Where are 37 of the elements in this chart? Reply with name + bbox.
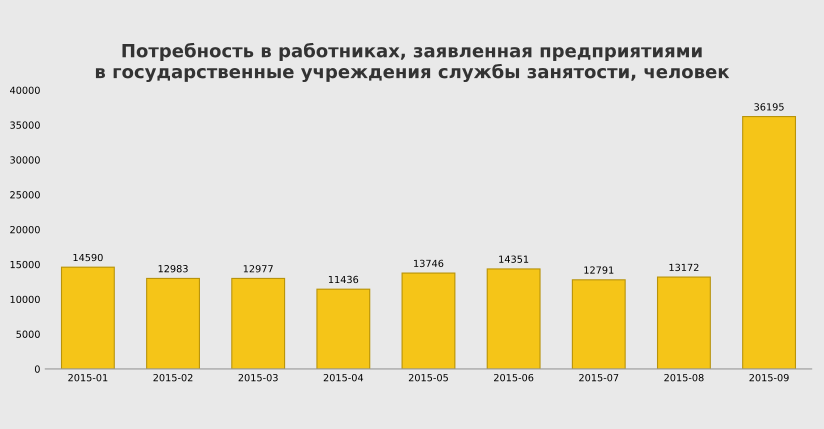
bar — [402, 272, 456, 369]
data-label: 14590 — [73, 254, 103, 262]
y-tick-label: 0 — [34, 365, 40, 373]
x-tick-label: 2015-07 — [579, 374, 618, 382]
data-label: 12791 — [584, 266, 614, 274]
bar — [486, 268, 541, 369]
data-label: 13172 — [670, 264, 698, 272]
data-label: 14351 — [499, 255, 528, 263]
bar — [316, 288, 370, 369]
y-tick-label: 20000 — [10, 226, 40, 234]
x-tick-label: 2015-05 — [408, 374, 448, 382]
y-tick-label: 25000 — [10, 191, 40, 198]
y-tick-label: 10000 — [10, 296, 40, 304]
x-tick-label: 2015-01 — [68, 374, 108, 382]
x-tick-label: 2015-02 — [153, 374, 192, 382]
bar — [572, 279, 626, 369]
data-label: 13746 — [414, 260, 444, 268]
x-tick-label: 2015-04 — [324, 374, 364, 382]
x-tick-label: 2015-08 — [664, 374, 704, 382]
data-label: 12977 — [244, 265, 273, 272]
data-label: 11436 — [328, 276, 358, 284]
x-tick-label: 2015-06 — [494, 374, 534, 382]
y-tick-label: 15000 — [10, 260, 40, 268]
bar — [231, 278, 286, 369]
bar — [146, 278, 200, 369]
bar — [656, 276, 711, 369]
x-tick-label: 2015-03 — [238, 374, 278, 382]
x-tick-label: 2015-09 — [749, 374, 789, 382]
y-tick-label: 40000 — [10, 86, 40, 94]
chart-title: Потребность в работниках, заявленная предприятиями в государственные учреждения службы занятости, человек — [96, 42, 730, 82]
y-tick-label: 35000 — [10, 121, 40, 129]
data-label: 12983 — [158, 265, 188, 272]
bar — [742, 116, 796, 369]
y-tick-label: 5000 — [16, 330, 40, 338]
bar — [60, 266, 115, 369]
data-label: 36195 — [754, 103, 784, 111]
y-tick-label: 30000 — [10, 156, 40, 164]
